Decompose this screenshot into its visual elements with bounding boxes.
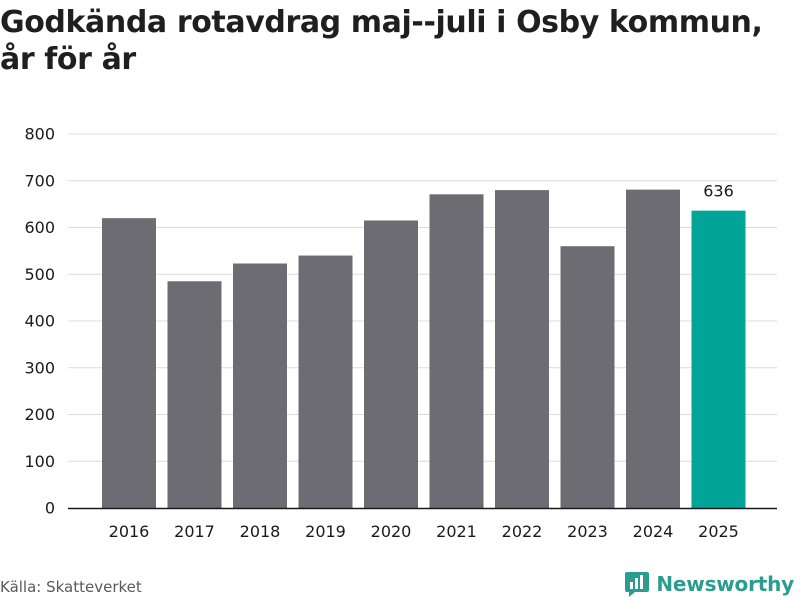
bar xyxy=(364,220,418,509)
x-tick-label: 2021 xyxy=(436,522,477,541)
x-tick-label: 2019 xyxy=(305,522,346,541)
bar xyxy=(233,263,287,508)
chart-title: Godkända rotavdrag maj--juli i Osby komm… xyxy=(0,5,763,77)
bar xyxy=(102,218,156,508)
bar xyxy=(429,194,484,508)
x-tick-label: 2023 xyxy=(567,522,608,541)
bar-chart: 0 100 200 300 400 500 600 700 800 2016 2017 2018 201… xyxy=(24,125,777,541)
y-tick-label: 300 xyxy=(24,358,55,377)
x-tick-label: 2017 xyxy=(174,522,215,541)
x-tick-label: 2024 xyxy=(633,522,674,541)
bar xyxy=(167,281,222,508)
x-tick-label: 2025 xyxy=(698,522,739,541)
data-label: 636 xyxy=(703,182,734,201)
y-tick-label: 700 xyxy=(24,171,55,190)
bar xyxy=(691,210,746,509)
bar xyxy=(560,246,615,508)
x-tick-label: 2022 xyxy=(502,522,543,541)
axes: 0 100 200 300 400 500 600 700 800 2016 2017 2018 201… xyxy=(24,125,777,541)
y-tick-label: 200 xyxy=(24,405,55,424)
bar xyxy=(495,190,549,508)
y-tick-label: 800 xyxy=(24,125,55,144)
data-labels: 636 xyxy=(703,182,734,201)
source-note: Källa: Skatteverket xyxy=(0,578,142,596)
bars xyxy=(102,189,746,509)
x-tick-label: 2018 xyxy=(240,522,281,541)
x-tick-label: 2016 xyxy=(109,522,150,541)
brand-logo: Newsworthy xyxy=(624,568,794,600)
y-tick-label: 600 xyxy=(24,218,55,237)
y-tick-label: 500 xyxy=(24,265,55,284)
x-tick-label: 2020 xyxy=(371,522,412,541)
brand-name: Newsworthy xyxy=(656,572,794,596)
bar xyxy=(626,189,680,508)
bar xyxy=(298,255,353,508)
y-tick-label: 400 xyxy=(24,312,55,331)
newsworthy-logo-icon xyxy=(625,572,650,597)
y-tick-label: 100 xyxy=(24,452,55,471)
y-tick-label: 0 xyxy=(45,499,55,518)
